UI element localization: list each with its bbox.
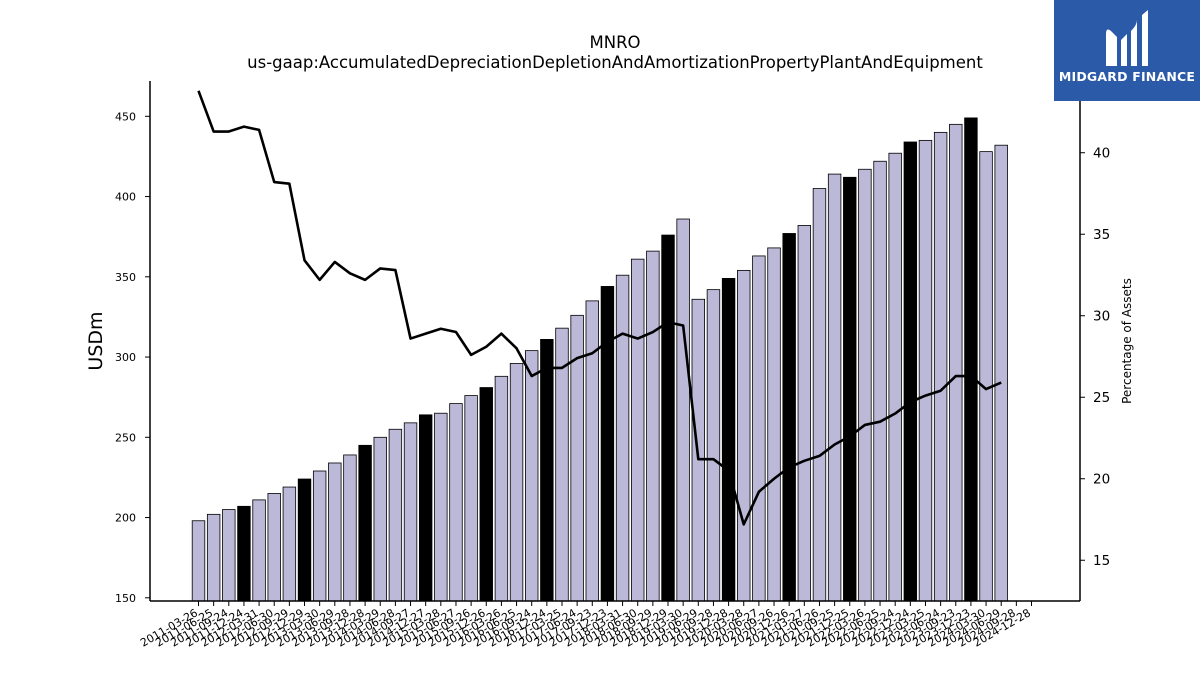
bar — [479, 387, 493, 602]
bar — [827, 173, 842, 602]
percentage-line — [197, 90, 1002, 526]
bar — [797, 225, 812, 602]
bar — [782, 233, 796, 602]
bar — [888, 152, 902, 602]
bar — [312, 470, 327, 602]
bar — [615, 274, 630, 602]
bar — [767, 247, 781, 602]
y-tick-label: 450 — [115, 110, 136, 123]
bar — [449, 403, 463, 602]
bar — [903, 141, 918, 602]
bar — [706, 289, 721, 602]
y2-axis-label: Percentage of Assets — [1120, 278, 1134, 404]
bar — [434, 412, 448, 602]
bar — [600, 286, 615, 602]
bar — [343, 454, 357, 602]
bar — [358, 444, 372, 602]
bar — [282, 486, 297, 602]
bar — [721, 278, 736, 602]
bar — [540, 338, 554, 602]
y2-tick-label: 30 — [1093, 309, 1110, 325]
brand-name: MIDGARD FINANCE — [1058, 69, 1196, 84]
bar — [676, 218, 690, 602]
bar — [752, 255, 766, 602]
y-tick-label: 150 — [115, 592, 136, 605]
bar — [858, 168, 872, 602]
bar — [403, 422, 418, 602]
y2-tick-label: 40 — [1093, 146, 1110, 162]
brand-logo: MIDGARD FINANCE — [1054, 0, 1200, 101]
y-tick-label: 250 — [115, 431, 136, 444]
bar — [206, 513, 221, 602]
bar — [525, 350, 539, 602]
bar — [297, 478, 312, 602]
bar — [464, 395, 478, 602]
x-axis-ticks: 2011-03-262011-06-252011-09-242011-12-24… — [138, 601, 1033, 650]
bar — [585, 300, 599, 602]
bar — [191, 520, 206, 602]
bar — [418, 414, 433, 602]
bar — [812, 188, 827, 602]
y2-tick-label: 35 — [1093, 227, 1110, 243]
bar — [661, 234, 675, 602]
bar — [979, 151, 993, 602]
bar — [949, 123, 963, 602]
midgard-m-logo-icon — [1106, 10, 1148, 66]
bar — [252, 499, 266, 602]
line-series — [197, 90, 1002, 526]
y-axis-ticks: 150 200 250 300 350 400 450 — [115, 110, 150, 605]
bar — [267, 493, 281, 602]
bar — [631, 258, 645, 602]
bar — [373, 436, 387, 602]
bar — [933, 131, 948, 602]
bar — [873, 160, 887, 602]
chart-title: MNRO — [589, 33, 640, 52]
bar — [237, 505, 251, 602]
y2-tick-label: 25 — [1093, 390, 1110, 406]
y-axis-label: USDm — [85, 311, 107, 370]
bar — [646, 250, 660, 602]
bar — [494, 375, 509, 602]
bar — [222, 509, 236, 602]
y2-tick-label: 15 — [1093, 553, 1110, 569]
bar — [388, 428, 403, 602]
chart-subtitle: us-gaap:AccumulatedDepreciationDepletion… — [247, 53, 983, 72]
bar — [843, 176, 857, 602]
y2-axis-ticks: 15 20 25 30 35 40 — [1080, 146, 1110, 569]
y-tick-label: 350 — [115, 271, 136, 284]
bar-series — [191, 117, 1008, 602]
y-tick-label: 300 — [115, 351, 136, 364]
y-tick-label: 200 — [115, 512, 136, 525]
y2-tick-label: 20 — [1093, 472, 1110, 488]
y-tick-label: 400 — [115, 191, 136, 204]
bar — [918, 139, 933, 602]
bar — [737, 269, 751, 602]
bar — [509, 363, 524, 602]
bar — [964, 117, 978, 602]
bar — [328, 462, 342, 602]
bar — [994, 144, 1008, 602]
